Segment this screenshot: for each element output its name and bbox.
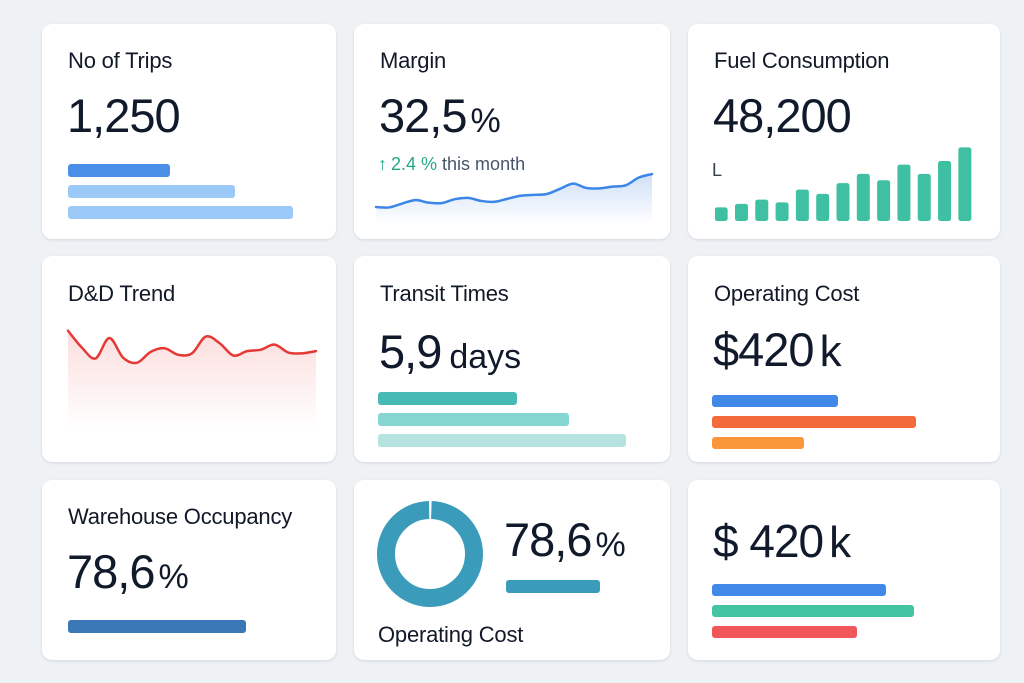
progress-bar [712,416,916,428]
donut-unit: % [595,526,626,564]
margin-card[interactable]: Margin 32,5% ↑ 2.4 % this month [354,24,670,239]
progress-bar [712,395,838,407]
progress-bar [712,605,914,617]
margin-line [374,172,654,209]
cost-summary-unit: k [829,518,852,567]
warehouse-number: 78,6 [67,545,155,598]
donut-number: 78,6 [504,513,592,566]
progress-bar [68,206,293,219]
fuel-bar [755,199,769,221]
operating-cost-card[interactable]: Operating Cost $420 k [688,256,1000,462]
donut-ring [377,501,483,607]
cost-summary-value: $ 420 k [713,514,851,568]
fuel-bar [795,189,809,221]
progress-bar [378,434,626,447]
trips-card[interactable]: No of Trips 1,250 [42,24,336,239]
fuel-bar [877,180,891,221]
fuel-bar [958,147,972,221]
cost-summary-prefix: $ [713,515,739,567]
fuel-bar [775,202,789,221]
margin-sparkline [374,172,654,224]
donut-progress-bar [506,580,600,593]
fuel-bar [734,203,748,221]
fuel-bar [856,173,870,221]
donut-value: 78,6% [504,512,626,567]
dd-trend-area [68,330,316,428]
margin-area [376,174,652,224]
trips-value: 1,250 [67,89,181,142]
transit-value: 5,9 days [379,324,521,379]
donut-chart [377,501,483,607]
operating-cost-title: Operating Cost [714,281,860,306]
transit-unit: days [449,338,522,376]
fuel-bar-chart [715,147,972,221]
fuel-card[interactable]: Fuel Consumption 48,200 L [688,24,1000,239]
donut-title: Operating Cost [378,622,524,647]
fuel-value: 48,200 [713,89,852,142]
operating-cost-number: $420 [713,323,815,376]
progress-bar [68,185,235,198]
progress-bar [378,392,517,405]
dd-trend-title: D&D Trend [68,281,176,306]
donut-card[interactable]: 78,6% Operating Cost [354,480,670,660]
fuel-unit: L [712,160,723,180]
fuel-title: Fuel Consumption [714,48,890,73]
dd-trend-chart [66,329,318,428]
arrow-up-icon: ↑ [378,154,387,174]
margin-unit: % [470,102,501,140]
warehouse-card[interactable]: Warehouse Occupancy 78,6% [42,480,336,660]
fuel-bar [917,173,931,221]
dd-trend-card[interactable]: D&D Trend [42,256,336,462]
warehouse-value: 78,6% [67,544,189,599]
fuel-bar [816,193,830,221]
warehouse-occupancy-bar [68,620,246,633]
transit-card[interactable]: Transit Times 5,9 days [354,256,670,462]
progress-bar [712,626,857,638]
margin-trend: ↑ 2.4 % this month [378,154,525,175]
fuel-bar [836,183,850,221]
transit-number: 5,9 [379,325,442,378]
warehouse-title: Warehouse Occupancy [68,504,293,529]
margin-trend-label: this month [442,154,526,174]
operating-cost-unit: k [819,327,842,376]
dd-trend-line [66,329,318,365]
trips-title: No of Trips [68,48,173,73]
fuel-bar [938,161,952,221]
progress-bar [68,164,170,177]
cost-summary-number: 420 [749,515,824,567]
margin-trend-value: 2.4 % [391,154,438,174]
margin-number: 32,5 [379,89,467,142]
fuel-bar [715,207,728,221]
fuel-bar [897,164,911,221]
progress-bar [712,584,886,596]
transit-title: Transit Times [380,281,509,306]
margin-title: Margin [380,48,447,73]
operating-cost-value: $420 k [713,322,842,377]
warehouse-unit: % [158,558,189,596]
progress-bar [712,437,804,449]
margin-value: 32,5% [379,88,501,143]
cost-summary-card[interactable]: $ 420 k [688,480,1000,660]
progress-bar [378,413,569,426]
